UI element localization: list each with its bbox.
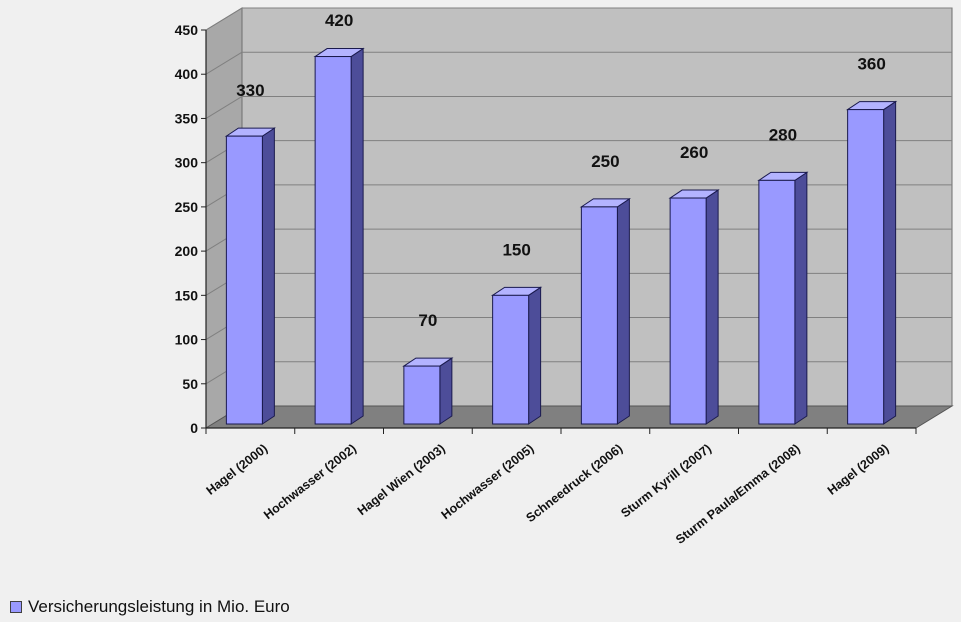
bar-side: [794, 171, 808, 425]
bar-side: [439, 357, 453, 425]
y-tick-label: 100: [175, 332, 199, 348]
data-label: 330: [236, 81, 264, 100]
bar-side: [528, 286, 542, 425]
y-tick-label: 400: [175, 66, 199, 82]
y-tick-label: 50: [182, 376, 198, 392]
x-tick-label: Hagel Wien (2003): [355, 441, 448, 518]
bar: [669, 197, 707, 425]
data-label: 150: [502, 240, 530, 259]
y-tick-label: 250: [175, 199, 199, 215]
x-tick-label: Sturm Kyrill (2007): [618, 441, 714, 520]
y-tick-label: 350: [175, 110, 199, 126]
bar: [403, 365, 441, 425]
data-label: 360: [857, 55, 885, 74]
bar: [314, 56, 352, 425]
bar: [225, 135, 263, 425]
legend-label: Versicherungsleistung in Mio. Euro: [28, 597, 290, 616]
y-tick-label: 450: [175, 22, 199, 38]
bar-side: [261, 127, 275, 425]
x-tick-label: Hagel (2000): [204, 441, 271, 497]
data-label: 420: [325, 11, 353, 30]
data-label: 70: [418, 311, 437, 330]
x-tick-label: Hochwasser (2005): [439, 441, 537, 522]
y-tick-label: 200: [175, 243, 199, 259]
data-label: 260: [680, 143, 708, 162]
y-tick-label: 300: [175, 155, 199, 171]
bar: [758, 179, 796, 425]
y-tick-label: 150: [175, 287, 199, 303]
gridline-side: [205, 7, 243, 31]
y-tick-label: 0: [190, 420, 198, 436]
gridline-side: [205, 96, 243, 119]
bar-side: [616, 197, 630, 425]
bar: [847, 109, 885, 425]
legend: Versicherungsleistung in Mio. Euro: [10, 596, 290, 618]
bar-side: [705, 189, 719, 425]
x-tick-label: Hochwasser (2002): [261, 441, 359, 522]
data-label: 250: [591, 152, 619, 171]
bar: [580, 206, 618, 425]
data-label: 280: [769, 125, 797, 144]
bar: [492, 294, 530, 425]
x-tick-label: Hagel (2009): [825, 441, 892, 497]
gridline-side: [205, 51, 243, 75]
bar-side: [883, 100, 897, 425]
legend-swatch: [10, 601, 22, 613]
x-tick-label: Schneedruck (2006): [524, 441, 626, 525]
bar-side: [350, 47, 364, 425]
